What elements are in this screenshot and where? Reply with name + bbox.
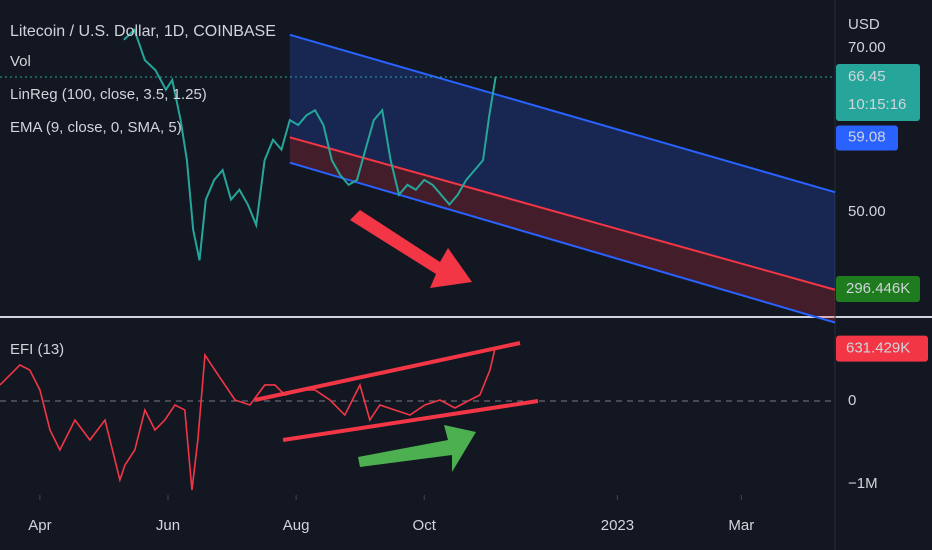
last-price-label: 66.45 — [848, 68, 886, 85]
plot-area — [0, 28, 836, 500]
efi-line — [0, 348, 496, 491]
x-tick-label: Apr — [28, 517, 51, 534]
y-tick-label: 70.00 — [848, 39, 886, 56]
indicator-title: EFI (13) — [10, 341, 64, 358]
price-line — [123, 28, 497, 261]
ema-tag — [836, 125, 898, 151]
x-tick-label: Oct — [413, 517, 437, 534]
linreg-middle — [289, 136, 836, 291]
down-arrow — [350, 210, 472, 288]
legend-item: Vol — [10, 53, 31, 70]
efi-last-label: 631.429K — [846, 340, 910, 357]
linreg-upper — [289, 33, 836, 194]
overlay: 70.00 50.00 Apr Jun Aug Oct 2023 Mar 66.45 10:15:… — [28, 39, 928, 534]
x-tick-label: Jun — [156, 517, 180, 534]
volume-tag — [836, 276, 920, 302]
y-tick-label: 50.00 — [848, 203, 886, 220]
channel-lower-fill — [289, 137, 836, 323]
x-tick-label: Aug — [283, 517, 310, 534]
trend-line — [254, 341, 521, 402]
y-tick-label: −1M — [848, 475, 878, 492]
legend-item: LinReg (100, close, 3.5, 1.25) — [10, 86, 207, 103]
volume-label: 296.446K — [846, 280, 910, 297]
x-tick-label: 2023 — [601, 517, 634, 534]
legend-item: EMA (9, close, 0, SMA, 5) — [10, 119, 182, 136]
currency-label: USD — [848, 16, 880, 33]
ema-label: 59.08 — [848, 128, 886, 145]
up-arrow — [358, 425, 476, 472]
linreg-lower — [289, 161, 836, 324]
efi-tag — [836, 335, 928, 362]
chart-title: Litecoin / U.S. Dollar, 1D, COINBASE — [10, 23, 276, 40]
last-price-tag — [836, 64, 920, 122]
y-tick-label: 0 — [848, 392, 856, 409]
channel-upper-fill — [289, 34, 836, 290]
x-tick-label: Mar — [728, 517, 754, 534]
trend-line — [282, 399, 539, 442]
countdown-label: 10:15:16 — [848, 96, 906, 113]
